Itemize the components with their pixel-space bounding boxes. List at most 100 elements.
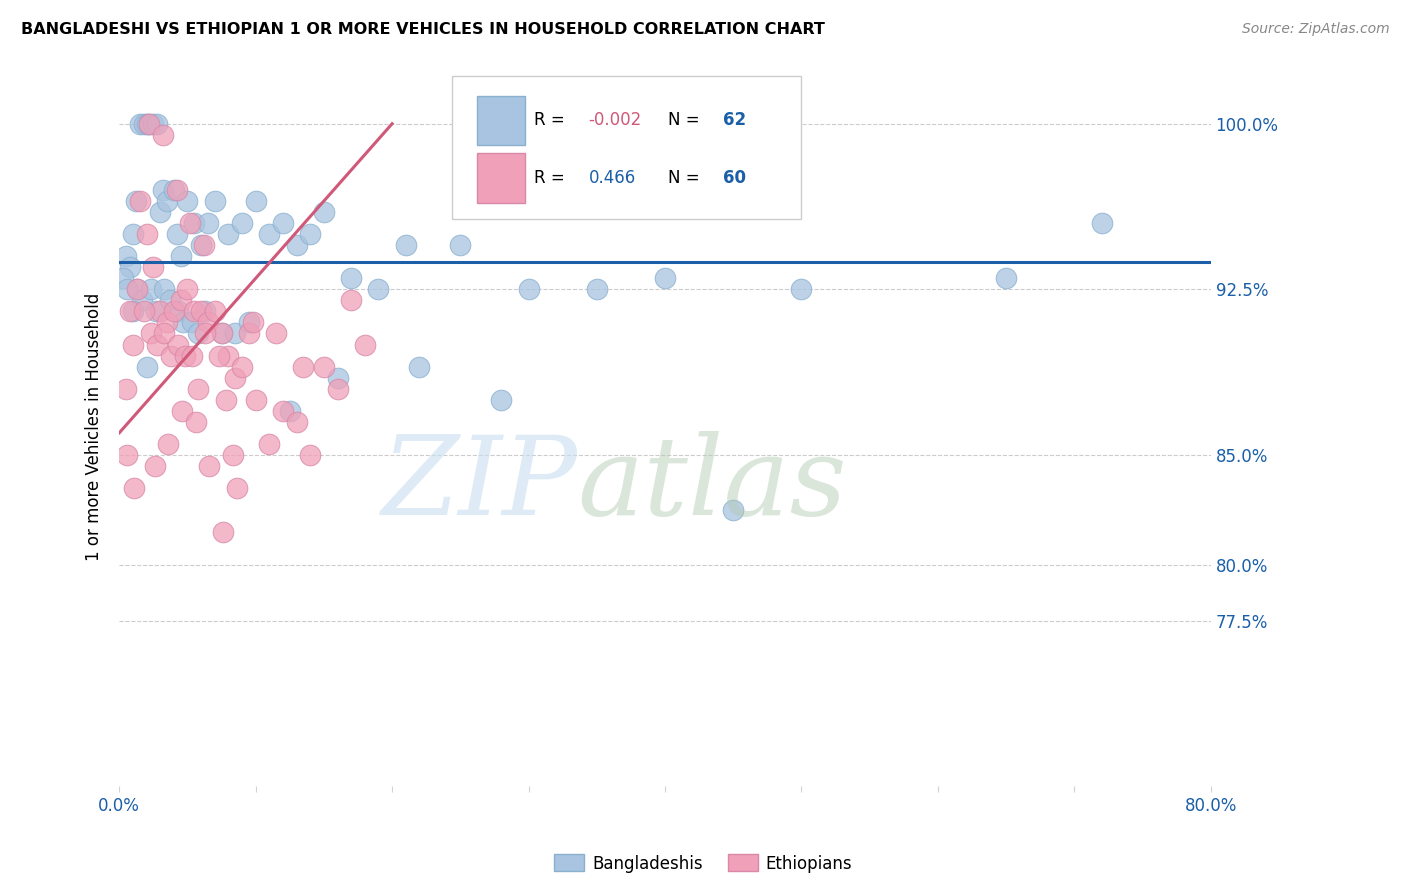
Point	[112, 271, 135, 285]
Point	[149, 304, 172, 318]
Point	[183, 304, 205, 318]
Point	[285, 415, 308, 429]
Point	[312, 205, 335, 219]
Point	[125, 282, 148, 296]
Point	[197, 315, 219, 329]
Point	[312, 359, 335, 374]
Point	[187, 326, 209, 341]
Point	[156, 194, 179, 208]
Point	[995, 271, 1018, 285]
Point	[367, 282, 389, 296]
Point	[292, 359, 315, 374]
Point	[135, 227, 157, 241]
Point	[193, 238, 215, 252]
Point	[149, 205, 172, 219]
Point	[152, 128, 174, 142]
Point	[224, 326, 246, 341]
Point	[153, 326, 176, 341]
Point	[790, 282, 813, 296]
Point	[1090, 216, 1112, 230]
Text: ZIP: ZIP	[382, 431, 578, 539]
Point	[166, 183, 188, 197]
Point	[125, 282, 148, 296]
Text: 62: 62	[723, 112, 747, 129]
Point	[217, 227, 239, 241]
Point	[353, 337, 375, 351]
Point	[115, 382, 138, 396]
Point	[224, 370, 246, 384]
Point	[194, 304, 217, 318]
Point	[208, 349, 231, 363]
Point	[170, 404, 193, 418]
Point	[215, 392, 238, 407]
Text: 60: 60	[723, 169, 745, 186]
Point	[152, 183, 174, 197]
Point	[179, 216, 201, 230]
Point	[139, 282, 162, 296]
Point	[198, 458, 221, 473]
Legend: Bangladeshis, Ethiopians: Bangladeshis, Ethiopians	[547, 847, 859, 880]
Point	[167, 337, 190, 351]
Point	[142, 117, 165, 131]
Point	[259, 227, 281, 241]
Point	[211, 326, 233, 341]
Point	[183, 216, 205, 230]
Point	[271, 404, 294, 418]
Point	[204, 194, 226, 208]
Point	[124, 194, 146, 208]
FancyBboxPatch shape	[477, 153, 526, 202]
Point	[245, 194, 267, 208]
Point	[299, 448, 322, 462]
Point	[145, 304, 167, 318]
Point	[190, 304, 212, 318]
FancyBboxPatch shape	[477, 95, 526, 145]
Point	[131, 293, 153, 308]
Point	[138, 117, 160, 131]
Point	[395, 238, 418, 252]
Point	[138, 117, 160, 131]
Point	[132, 117, 155, 131]
Point	[128, 194, 150, 208]
Point	[120, 260, 142, 275]
Point	[271, 216, 294, 230]
Text: BANGLADESHI VS ETHIOPIAN 1 OR MORE VEHICLES IN HOUSEHOLD CORRELATION CHART: BANGLADESHI VS ETHIOPIAN 1 OR MORE VEHIC…	[21, 22, 825, 37]
Point	[299, 227, 322, 241]
Point	[120, 304, 142, 318]
Point	[194, 326, 217, 341]
Point	[139, 326, 162, 341]
Point	[211, 326, 233, 341]
Point	[184, 415, 207, 429]
FancyBboxPatch shape	[453, 76, 801, 219]
Point	[721, 503, 744, 517]
Point	[238, 315, 260, 329]
Point	[146, 337, 169, 351]
Point	[180, 349, 202, 363]
Point	[122, 304, 145, 318]
Point	[326, 370, 349, 384]
Point	[132, 304, 155, 318]
Point	[135, 359, 157, 374]
Point	[212, 525, 235, 540]
Point	[146, 117, 169, 131]
Point	[231, 359, 253, 374]
Point	[187, 382, 209, 396]
Text: N =: N =	[668, 112, 706, 129]
Point	[159, 293, 181, 308]
Point	[167, 304, 190, 318]
Point	[654, 271, 676, 285]
Point	[176, 282, 198, 296]
Point	[122, 227, 145, 241]
Point	[517, 282, 540, 296]
Point	[221, 448, 243, 462]
Text: -0.002: -0.002	[589, 112, 641, 129]
Point	[160, 349, 183, 363]
Point	[340, 271, 363, 285]
Point	[340, 293, 363, 308]
Point	[245, 392, 267, 407]
Point	[449, 238, 471, 252]
Point	[238, 326, 260, 341]
Point	[115, 249, 138, 263]
Point	[217, 349, 239, 363]
Text: atlas: atlas	[578, 431, 848, 539]
Point	[142, 260, 165, 275]
